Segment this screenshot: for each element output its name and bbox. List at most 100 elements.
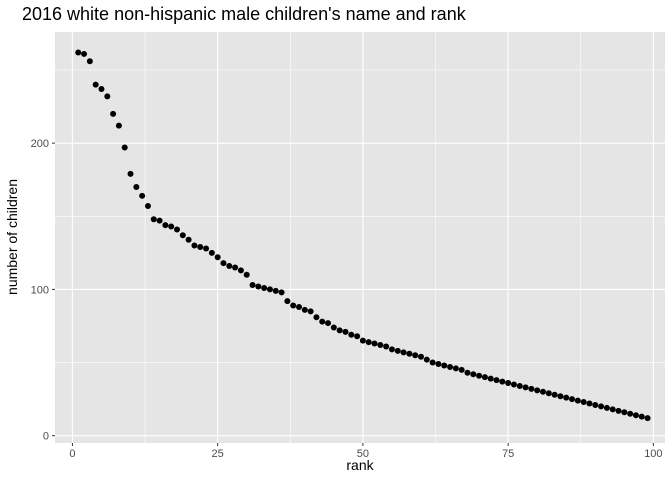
data-point <box>557 393 564 400</box>
y-tick-label: 200 <box>31 138 49 150</box>
data-point <box>476 372 483 379</box>
data-point <box>133 184 140 191</box>
data-point <box>313 314 320 321</box>
data-point <box>452 365 459 372</box>
data-point <box>371 340 378 347</box>
data-point <box>92 81 99 88</box>
data-point <box>545 390 552 397</box>
data-point <box>551 391 558 398</box>
x-tick-label: 75 <box>502 448 514 460</box>
data-point <box>185 236 192 243</box>
data-point <box>174 226 180 233</box>
data-point <box>574 397 581 404</box>
data-point <box>197 244 204 251</box>
x-tick-label: 25 <box>212 448 224 460</box>
data-point <box>499 378 506 385</box>
data-point <box>522 384 529 391</box>
data-points <box>75 49 651 422</box>
data-point <box>208 249 215 256</box>
data-point <box>237 267 244 274</box>
data-point <box>243 271 250 278</box>
data-point <box>284 298 291 305</box>
data-point <box>493 377 500 384</box>
data-point <box>266 286 273 293</box>
data-point <box>388 346 395 353</box>
data-point <box>86 58 93 65</box>
data-point <box>330 324 337 331</box>
data-point <box>301 306 308 313</box>
data-point <box>359 337 366 344</box>
data-point <box>603 404 610 411</box>
data-point <box>156 217 163 224</box>
data-point <box>110 110 117 117</box>
data-point <box>290 302 297 309</box>
data-point <box>214 254 221 261</box>
data-point <box>464 369 471 376</box>
data-point <box>580 399 587 406</box>
data-point <box>296 303 302 310</box>
data-point <box>598 403 605 410</box>
data-point <box>621 409 628 416</box>
y-axis: 0 100 200 <box>31 138 55 443</box>
data-point <box>115 122 122 129</box>
data-point <box>98 86 105 93</box>
data-point <box>406 350 413 357</box>
data-point <box>377 342 384 349</box>
data-point <box>586 400 593 407</box>
data-point <box>220 260 227 267</box>
data-point <box>644 415 651 422</box>
data-point <box>191 242 198 249</box>
data-point <box>505 380 512 387</box>
data-point <box>569 396 576 403</box>
data-point <box>534 387 541 394</box>
data-point <box>609 406 616 413</box>
data-point <box>412 352 419 359</box>
data-point <box>540 388 546 395</box>
data-point <box>458 366 465 373</box>
minor-gridlines <box>55 32 665 443</box>
data-point <box>121 144 128 151</box>
data-point <box>342 328 349 335</box>
data-point <box>418 353 424 360</box>
data-point <box>592 401 599 408</box>
data-point <box>278 289 285 296</box>
data-point <box>429 359 436 366</box>
data-point <box>325 320 332 327</box>
data-point <box>319 318 326 325</box>
data-point <box>272 287 279 294</box>
x-axis-title: rank <box>346 457 374 473</box>
data-point <box>261 284 268 291</box>
data-point <box>510 381 517 388</box>
y-tick-label: 100 <box>31 284 49 296</box>
data-point <box>627 410 634 417</box>
data-point <box>75 49 82 56</box>
y-tick-label: 0 <box>43 431 49 443</box>
data-point <box>168 223 175 230</box>
data-point <box>563 394 570 401</box>
data-point <box>638 413 645 420</box>
data-point <box>307 308 314 315</box>
data-point <box>447 363 454 370</box>
data-point <box>348 331 355 338</box>
data-point <box>365 339 372 346</box>
data-point <box>470 371 477 378</box>
data-point <box>354 333 361 340</box>
x-axis: 0 25 50 75 100 <box>69 443 663 460</box>
data-point <box>226 263 233 270</box>
data-point <box>400 349 407 356</box>
data-point <box>615 407 622 414</box>
data-point <box>481 374 488 381</box>
data-point <box>104 93 111 100</box>
data-point <box>383 343 390 350</box>
data-point <box>336 327 343 334</box>
y-axis-title: number of children <box>4 179 20 295</box>
data-point <box>139 192 146 199</box>
chart-title: 2016 white non-hispanic male children's … <box>22 4 467 24</box>
data-point <box>127 170 134 177</box>
data-point <box>249 282 256 289</box>
data-point <box>203 245 210 252</box>
data-point <box>516 382 523 389</box>
data-point <box>487 375 494 382</box>
major-gridlines <box>55 32 665 443</box>
